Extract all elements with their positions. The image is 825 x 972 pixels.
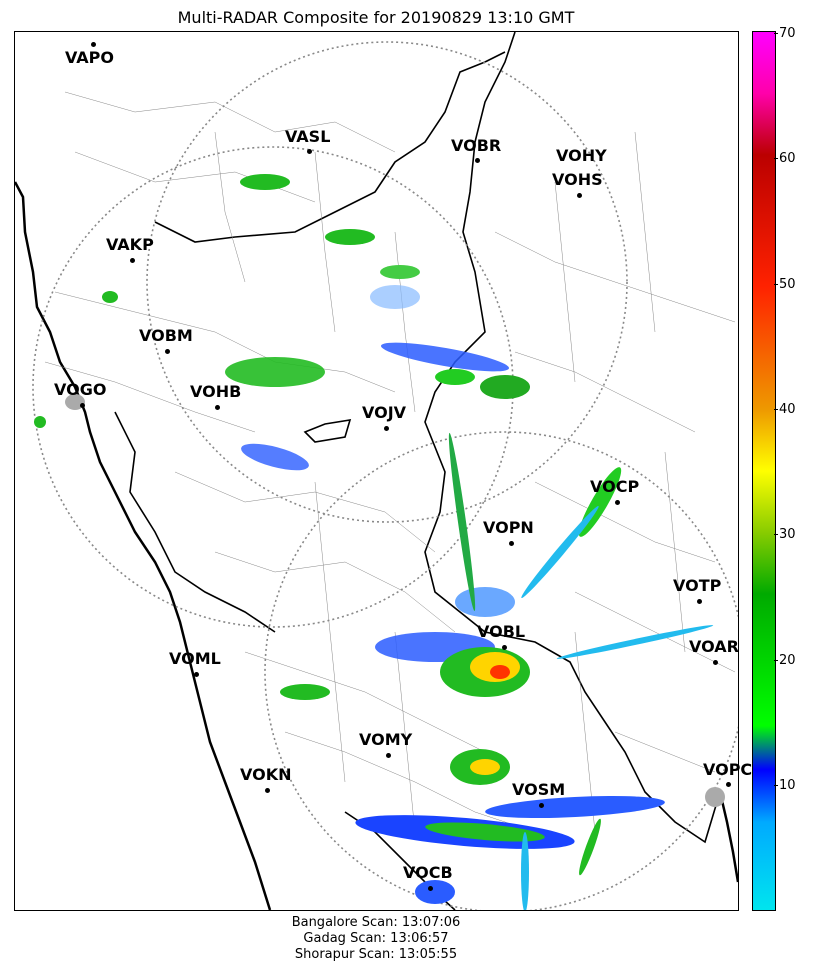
station-label: VOJV: [362, 403, 407, 422]
state-boundary: [424, 32, 721, 844]
state-boundary-north: [154, 51, 506, 243]
station-dot: [307, 149, 312, 154]
station-label: VAKP: [106, 235, 154, 254]
colorbar-tick: 30: [779, 527, 796, 542]
station-dot: [697, 599, 702, 604]
station-dot: [215, 405, 220, 410]
station-label: VOML: [169, 649, 221, 668]
station-dot: [91, 42, 96, 47]
station-label: VAPO: [65, 48, 115, 67]
district-boundaries: [44, 91, 736, 833]
state-boundary-goa: [303, 419, 352, 443]
station-dot: [726, 782, 731, 787]
colorbar-tick: 70: [779, 26, 796, 41]
station-dot: [165, 349, 170, 354]
station-dot: [502, 645, 507, 650]
colorbar-tick-mark: [774, 33, 778, 34]
station-label: VOPN: [483, 518, 534, 537]
colorbar-tick-mark: [774, 534, 778, 535]
station-label: VOBL: [477, 622, 526, 641]
station-label: VASL: [285, 127, 331, 146]
station-label: VOAR: [689, 637, 739, 656]
station-label: VOKN: [240, 765, 292, 784]
station-dot: [386, 753, 391, 758]
colorbar: [752, 31, 776, 911]
colorbar-tick: 60: [779, 151, 796, 166]
colorbar-tick: 40: [779, 402, 796, 417]
colorbar-tick-mark: [774, 785, 778, 786]
radar-echoes: [34, 174, 725, 910]
station-label: VOSM: [512, 780, 566, 799]
colorbar-tick-mark: [774, 660, 778, 661]
radar-range-rings: [32, 41, 738, 910]
station-dot: [384, 426, 389, 431]
station-dot: [539, 803, 544, 808]
map-title: Multi-RADAR Composite for 20190829 13:10…: [177, 8, 575, 27]
station-dot: [130, 258, 135, 263]
station-label: VOHS: [552, 170, 603, 189]
station-label: VOTP: [673, 576, 722, 595]
station-dot: [475, 158, 480, 163]
scan-time-gadag: Gadag Scan: 13:06:57: [303, 931, 449, 946]
station-dot: [713, 660, 718, 665]
colorbar-tick-mark: [774, 158, 778, 159]
station-dot: [509, 541, 514, 546]
station-label: VOHB: [190, 382, 242, 401]
colorbar-tick: 10: [779, 778, 796, 793]
station-label: VOMY: [359, 730, 413, 749]
station-dot: [615, 500, 620, 505]
colorbar-tick-mark: [774, 409, 778, 410]
station-label: VOCB: [403, 863, 453, 882]
colorbar-tick: 50: [779, 277, 796, 292]
scan-time-bangalore: Bangalore Scan: 13:07:06: [291, 915, 461, 930]
station-dot: [428, 886, 433, 891]
station-label: VOHY: [556, 146, 607, 165]
station-label: VOCP: [590, 477, 640, 496]
station-label: VOBR: [451, 136, 502, 155]
radar-map: [14, 31, 739, 911]
state-boundary-west: [114, 411, 276, 633]
scan-time-shorapur: Shorapur Scan: 13:05:55: [294, 947, 458, 962]
colorbar-tick: 20: [779, 653, 796, 668]
coastline-east: [718, 791, 738, 883]
station-dot: [577, 193, 582, 198]
coastline: [15, 181, 272, 910]
station-dot: [80, 403, 85, 408]
colorbar-tick-mark: [774, 284, 778, 285]
station-dot: [265, 788, 270, 793]
station-label: VOPC: [703, 760, 753, 779]
map-canvas: [15, 32, 738, 910]
station-label: VOBM: [139, 326, 193, 345]
station-dot: [194, 672, 199, 677]
station-label: VOGO: [54, 380, 107, 399]
